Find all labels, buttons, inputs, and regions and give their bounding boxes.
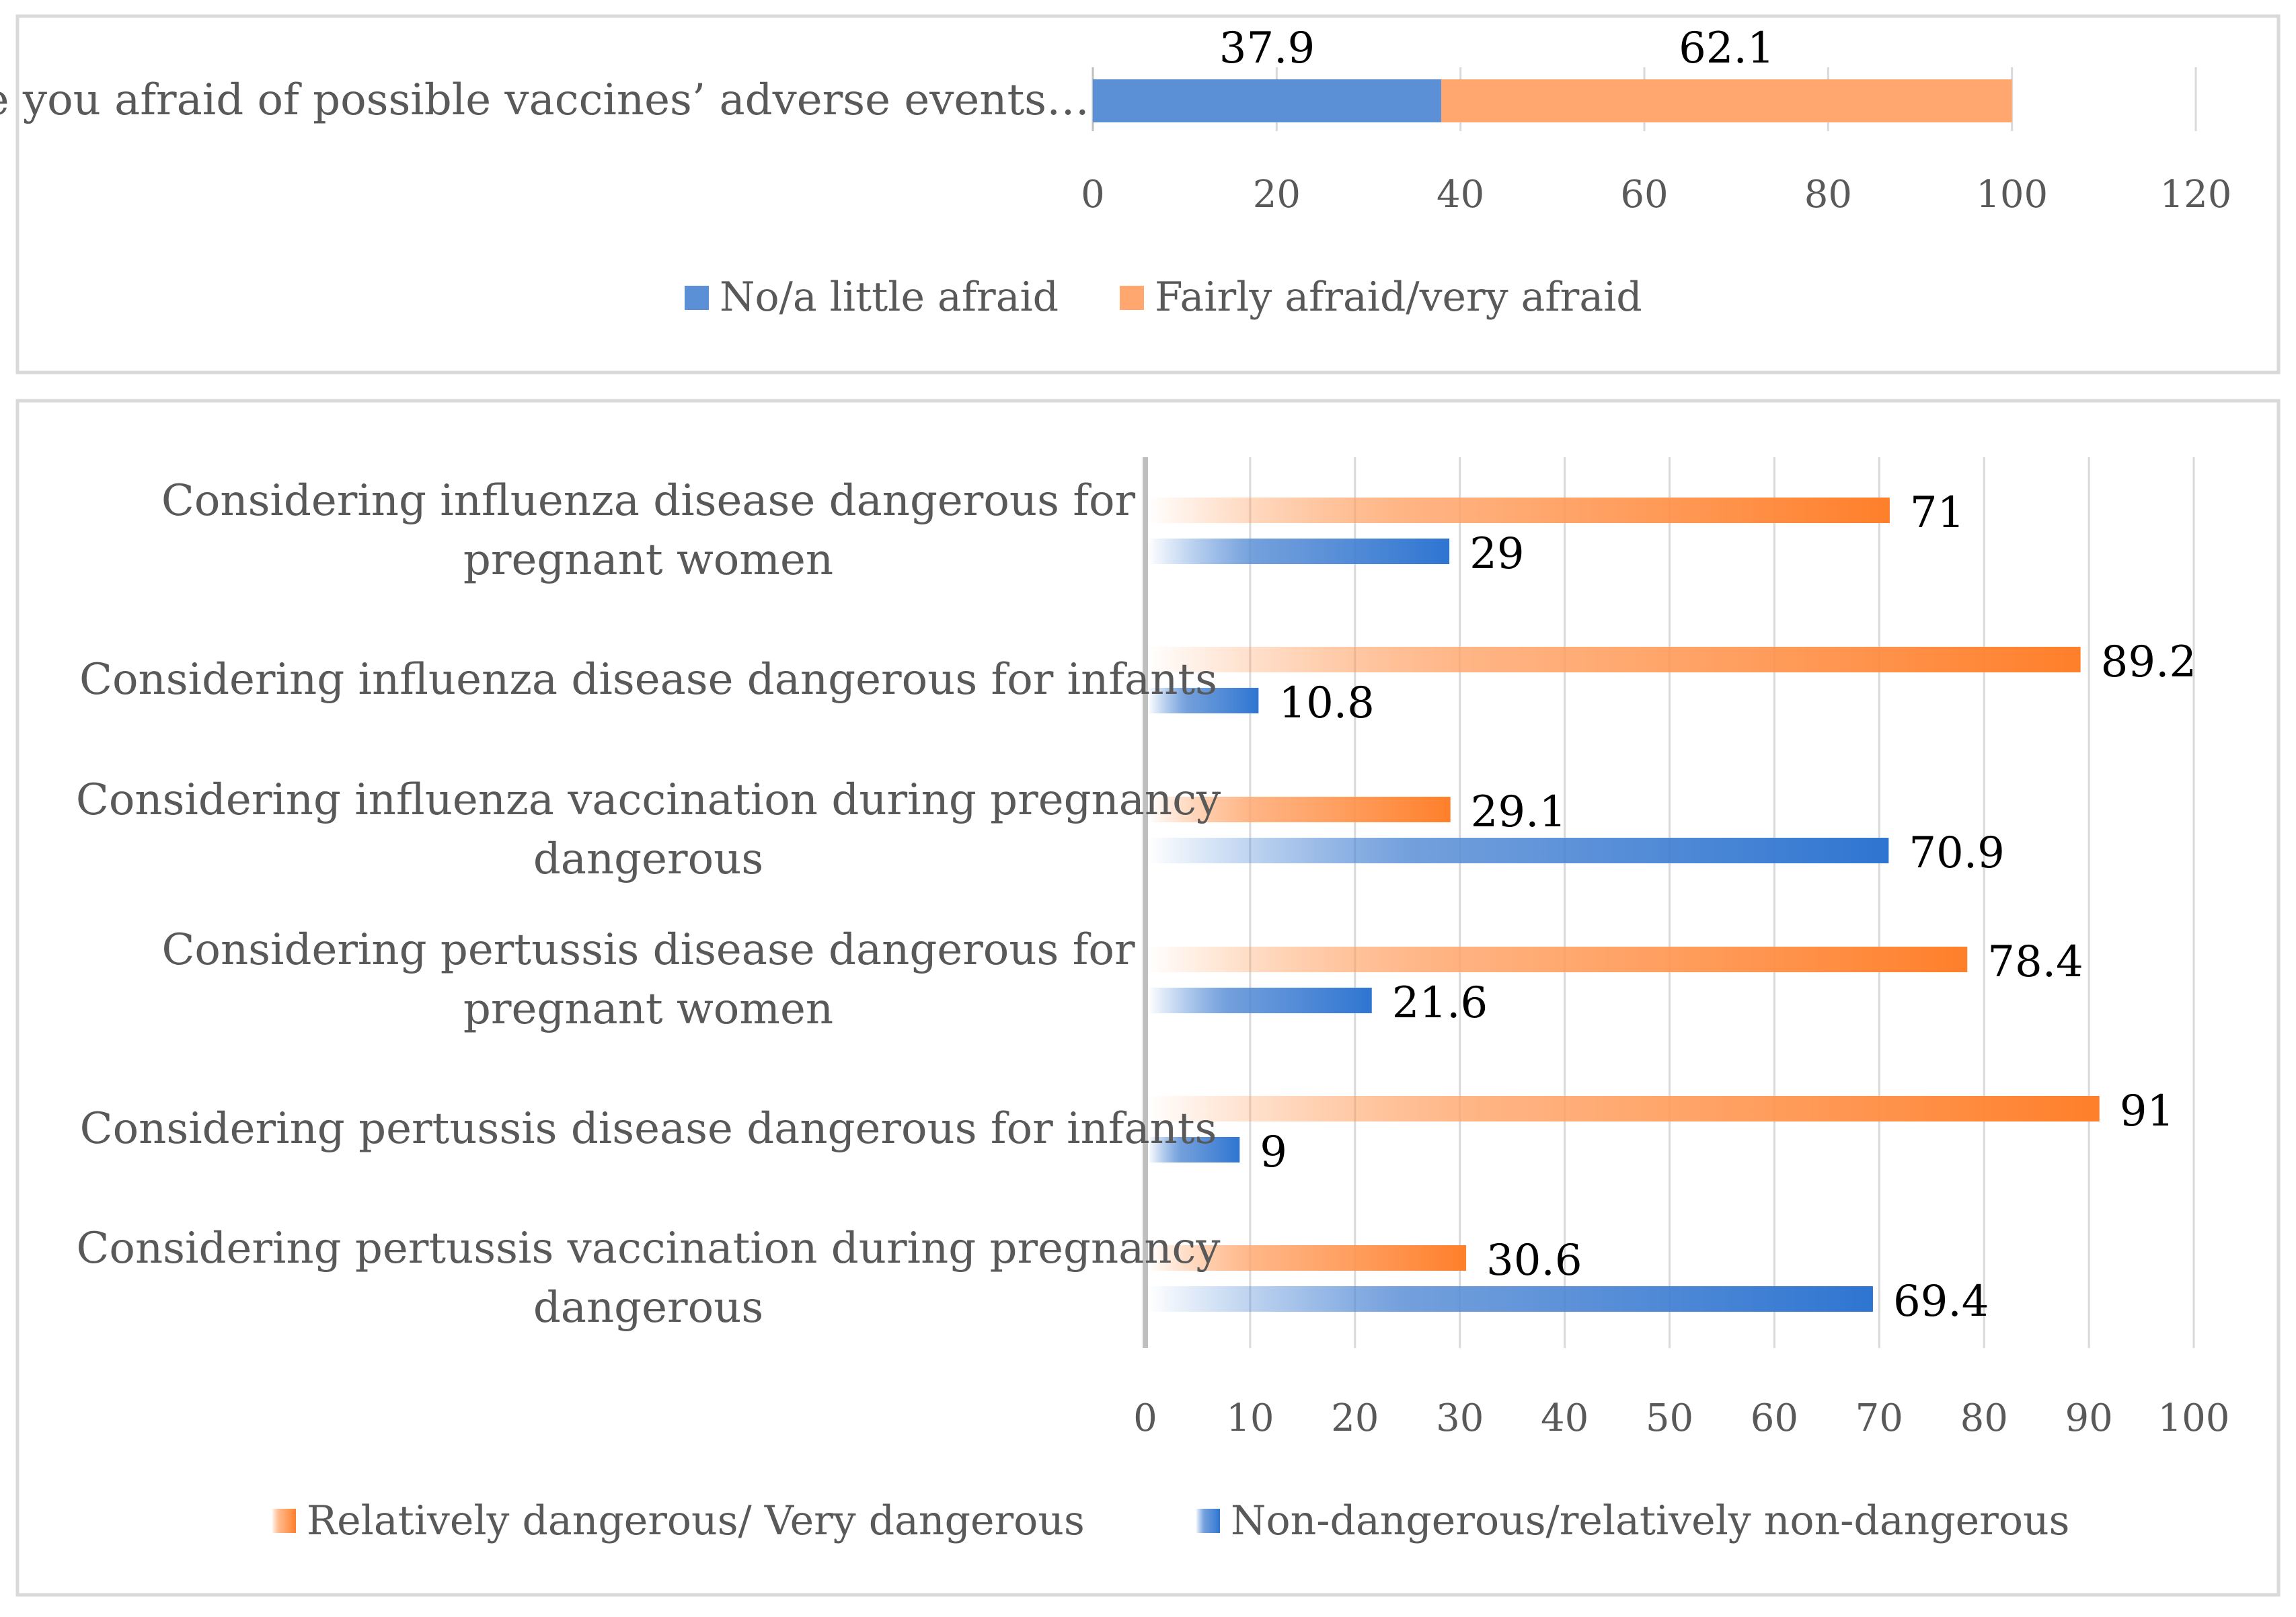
- bottom-category-label: pregnant women: [463, 984, 833, 1034]
- bar-non-dangerous: [1148, 1137, 1240, 1162]
- top-bar-not-afraid: [1093, 79, 1441, 122]
- bar-non-dangerous-data-label: 10.8: [1278, 678, 1375, 728]
- top-legend-label: No/a little afraid: [720, 274, 1059, 321]
- bottom-x-tick-label: 90: [2065, 1396, 2112, 1440]
- bottom-legend-label: Non-dangerous/relatively non-dangerous: [1231, 1497, 2069, 1544]
- bar-dangerous: [1148, 647, 2081, 672]
- bottom-category-label: dangerous: [533, 1283, 763, 1333]
- bar-dangerous: [1148, 498, 1890, 523]
- bottom-x-tick-label: 40: [1541, 1396, 1589, 1440]
- bar-non-dangerous: [1148, 988, 1372, 1013]
- top-x-tick-label: 100: [1976, 173, 2048, 216]
- top-bar-data-label: 62.1: [1679, 24, 1775, 73]
- bottom-x-tick-label: 80: [1960, 1396, 2008, 1440]
- top-bar-data-label: 37.9: [1219, 24, 1315, 73]
- bottom-chart: 0 10 20 30 40 50 60 70 80 90 100 71 29 Considering in…: [76, 457, 2230, 1544]
- top-chart-panel: [15, 14, 2281, 374]
- bar-dangerous-data-label: 29.1: [1471, 787, 1567, 837]
- bar-dangerous: [1148, 947, 1968, 972]
- bottom-x-tick-label: 50: [1646, 1396, 1693, 1440]
- bottom-legend-swatch: [272, 1509, 296, 1533]
- top-legend-swatch: [1120, 286, 1144, 310]
- bottom-category-label: Considering influenza vaccination during…: [76, 775, 1221, 825]
- top-category-label: Are you afraid of possible vaccines’ adv…: [0, 75, 1089, 125]
- bottom-x-tick-label: 30: [1436, 1396, 1484, 1440]
- bottom-category-label: Considering influenza disease dangerous …: [161, 476, 1136, 526]
- top-x-tick-label: 20: [1253, 173, 1301, 216]
- bottom-category-label: Considering influenza disease dangerous …: [79, 655, 1217, 705]
- bar-non-dangerous-data-label: 21.6: [1392, 978, 1488, 1028]
- bottom-x-tick-label: 100: [2158, 1396, 2230, 1440]
- top-x-tick-label: 0: [1081, 173, 1105, 216]
- bottom-x-tick-label: 70: [1855, 1396, 1903, 1440]
- top-x-tick-label: 40: [1437, 173, 1484, 216]
- bar-dangerous: [1148, 1245, 1467, 1271]
- bottom-legend-swatch: [1196, 1509, 1220, 1533]
- bottom-legend-label: Relatively dangerous/ Very dangerous: [307, 1497, 1085, 1544]
- top-x-tick-label: 120: [2160, 173, 2232, 216]
- bar-non-dangerous: [1148, 688, 1259, 713]
- top-chart: 0 20 40 60 80 100 120 37.9 62.1 Are you afraid of…: [0, 24, 2231, 321]
- bar-non-dangerous: [1148, 838, 1889, 863]
- bottom-legend: Relatively dangerous/ Very dangerous Non-…: [272, 1497, 2069, 1544]
- bottom-category-label: dangerous: [533, 834, 763, 884]
- bar-dangerous: [1148, 1096, 2100, 1121]
- top-legend-swatch: [685, 286, 709, 310]
- bar-non-dangerous-data-label: 29: [1469, 529, 1524, 579]
- bar-non-dangerous: [1148, 1286, 1873, 1312]
- bottom-x-tick-label: 10: [1226, 1396, 1274, 1440]
- bar-non-dangerous: [1148, 539, 1450, 564]
- bottom-category-label: Considering pertussis disease dangerous …: [80, 1104, 1217, 1154]
- bar-dangerous-data-label: 78.4: [1987, 937, 2083, 987]
- bar-non-dangerous-data-label: 9: [1260, 1128, 1287, 1177]
- top-legend-label: Fairly afraid/very afraid: [1155, 274, 1642, 321]
- top-x-tick-label: 60: [1620, 173, 1668, 216]
- bottom-category-label: Considering pertussis disease dangerous …: [161, 925, 1135, 975]
- bar-dangerous-data-label: 89.2: [2101, 637, 2197, 687]
- top-legend: No/a little afraid Fairly afraid/very afr…: [685, 274, 1642, 321]
- bottom-category-label: Considering pertussis vaccination during…: [76, 1224, 1220, 1273]
- bar-dangerous-data-label: 91: [2120, 1087, 2174, 1136]
- bottom-category-label: pregnant women: [463, 535, 833, 585]
- bottom-x-tick-label: 20: [1331, 1396, 1379, 1440]
- bar-non-dangerous-data-label: 69.4: [1893, 1277, 1989, 1327]
- bottom-x-tick-label: 60: [1751, 1396, 1798, 1440]
- bottom-x-tick-label: 0: [1133, 1396, 1157, 1440]
- top-bar-afraid: [1441, 79, 2012, 122]
- top-x-tick-label: 80: [1804, 173, 1852, 216]
- bar-dangerous-data-label: 30.6: [1486, 1236, 1582, 1286]
- bar-dangerous: [1148, 797, 1451, 822]
- bar-non-dangerous-data-label: 70.9: [1909, 828, 2005, 878]
- bar-dangerous-data-label: 71: [1910, 488, 1964, 538]
